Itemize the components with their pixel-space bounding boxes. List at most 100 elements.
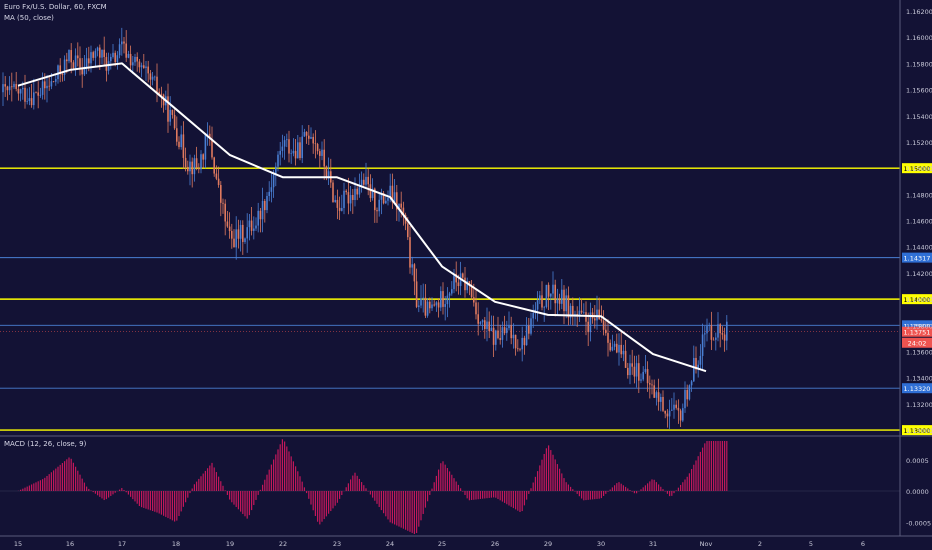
candle-body: [118, 44, 121, 56]
candle-body: [105, 57, 108, 71]
candle-body: [719, 324, 721, 334]
candle-body: [512, 334, 515, 339]
candle-body: [338, 207, 341, 211]
candle-body: [686, 390, 688, 400]
level-label: 1.13800: [904, 322, 931, 330]
candle-body: [437, 302, 440, 308]
candle-body: [594, 318, 596, 321]
candle-body: [664, 410, 666, 414]
candle-body: [231, 231, 233, 239]
candle-body: [156, 76, 158, 92]
level-label-bg: [902, 320, 932, 331]
price-tick-label: 1.13600: [906, 349, 932, 357]
candle-body: [46, 85, 48, 89]
candle-body: [363, 179, 365, 185]
candle-body: [673, 404, 675, 410]
candle-body: [525, 325, 528, 346]
candle-body: [655, 392, 658, 398]
candle-body: [589, 312, 592, 333]
candle-body: [726, 321, 728, 341]
candle-body: [539, 295, 541, 301]
candle-body: [290, 153, 292, 154]
candle-body: [552, 284, 554, 294]
time-tick-label: 22: [279, 540, 287, 548]
candle-body: [598, 309, 600, 320]
time-tick-label: 31: [649, 540, 657, 548]
time-tick-label: 18: [172, 540, 180, 548]
candle-body: [499, 338, 501, 340]
candle-body: [479, 322, 482, 324]
candle-body: [244, 238, 246, 242]
candle-body: [237, 229, 240, 239]
candle-body: [35, 92, 37, 93]
candle-body: [536, 300, 539, 310]
candle-body: [477, 314, 479, 324]
price-tick-label: 1.15800: [906, 60, 932, 68]
horizontal-levels: 1.15000 1.14317 1.14000 1.13800 1.13320 1.130…: [0, 163, 932, 436]
candle-body: [83, 66, 86, 75]
candle-body: [66, 59, 68, 62]
candle-body: [138, 61, 141, 68]
candle-body: [701, 334, 704, 356]
candle-body: [391, 185, 394, 203]
time-tick-label: 2: [758, 540, 762, 548]
time-tick-label: 16: [66, 540, 74, 548]
candle-body: [378, 199, 380, 212]
candle-body: [264, 200, 266, 211]
candle-body: [261, 200, 264, 220]
candle-body: [319, 151, 321, 156]
candle-body: [224, 203, 226, 222]
price-tick-label: 1.16000: [906, 34, 932, 42]
candle-body: [633, 366, 636, 377]
candle-body: [272, 174, 275, 188]
candle-body: [63, 59, 66, 75]
candle-body: [26, 101, 28, 102]
candle-body: [189, 161, 191, 172]
candle-body: [299, 142, 301, 159]
candle-body: [440, 291, 442, 308]
candle-body: [574, 314, 576, 315]
candle-body: [151, 76, 154, 80]
candle-body: [675, 404, 677, 408]
level-label-bg: [902, 425, 932, 436]
ma-series: [17, 62, 707, 373]
candle-body: [24, 87, 26, 102]
level-label-bg: [902, 294, 932, 305]
candle-body: [39, 94, 42, 96]
candle-body: [365, 176, 367, 185]
candle-body: [583, 312, 585, 313]
candle-body: [541, 295, 543, 308]
candle-body: [222, 202, 224, 204]
ma-line: [17, 62, 707, 373]
candle-body: [400, 203, 402, 208]
price-tick-label: 1.16200: [906, 8, 932, 16]
candle-body: [327, 171, 330, 177]
time-tick-label: 5: [809, 540, 813, 548]
candle-body: [90, 52, 92, 64]
time-tick-label: 17: [118, 540, 126, 548]
candle-body: [464, 277, 466, 291]
time-tick-label: 26: [491, 540, 499, 548]
candle-body: [708, 325, 710, 327]
candle-body: [70, 50, 72, 63]
candle-body: [123, 41, 125, 44]
candle-body: [532, 313, 534, 319]
time-tick-label: 25: [438, 540, 446, 548]
candle-body: [376, 210, 378, 212]
candle-body: [145, 66, 147, 68]
candle-body: [490, 327, 493, 332]
candle-body: [204, 134, 207, 160]
candle-body: [444, 304, 446, 307]
candle-body: [127, 53, 130, 58]
candle-body: [387, 197, 389, 201]
candle-body: [354, 188, 356, 201]
macd-indicator-label: MACD (12, 26, close, 9): [4, 440, 87, 448]
candle-body: [33, 92, 35, 106]
candle-body: [611, 346, 614, 351]
candle-body: [356, 188, 358, 195]
candle-body: [380, 193, 383, 200]
candle-body: [706, 326, 708, 334]
price-tick-label: 1.15200: [906, 139, 932, 147]
candle-body: [470, 286, 473, 298]
